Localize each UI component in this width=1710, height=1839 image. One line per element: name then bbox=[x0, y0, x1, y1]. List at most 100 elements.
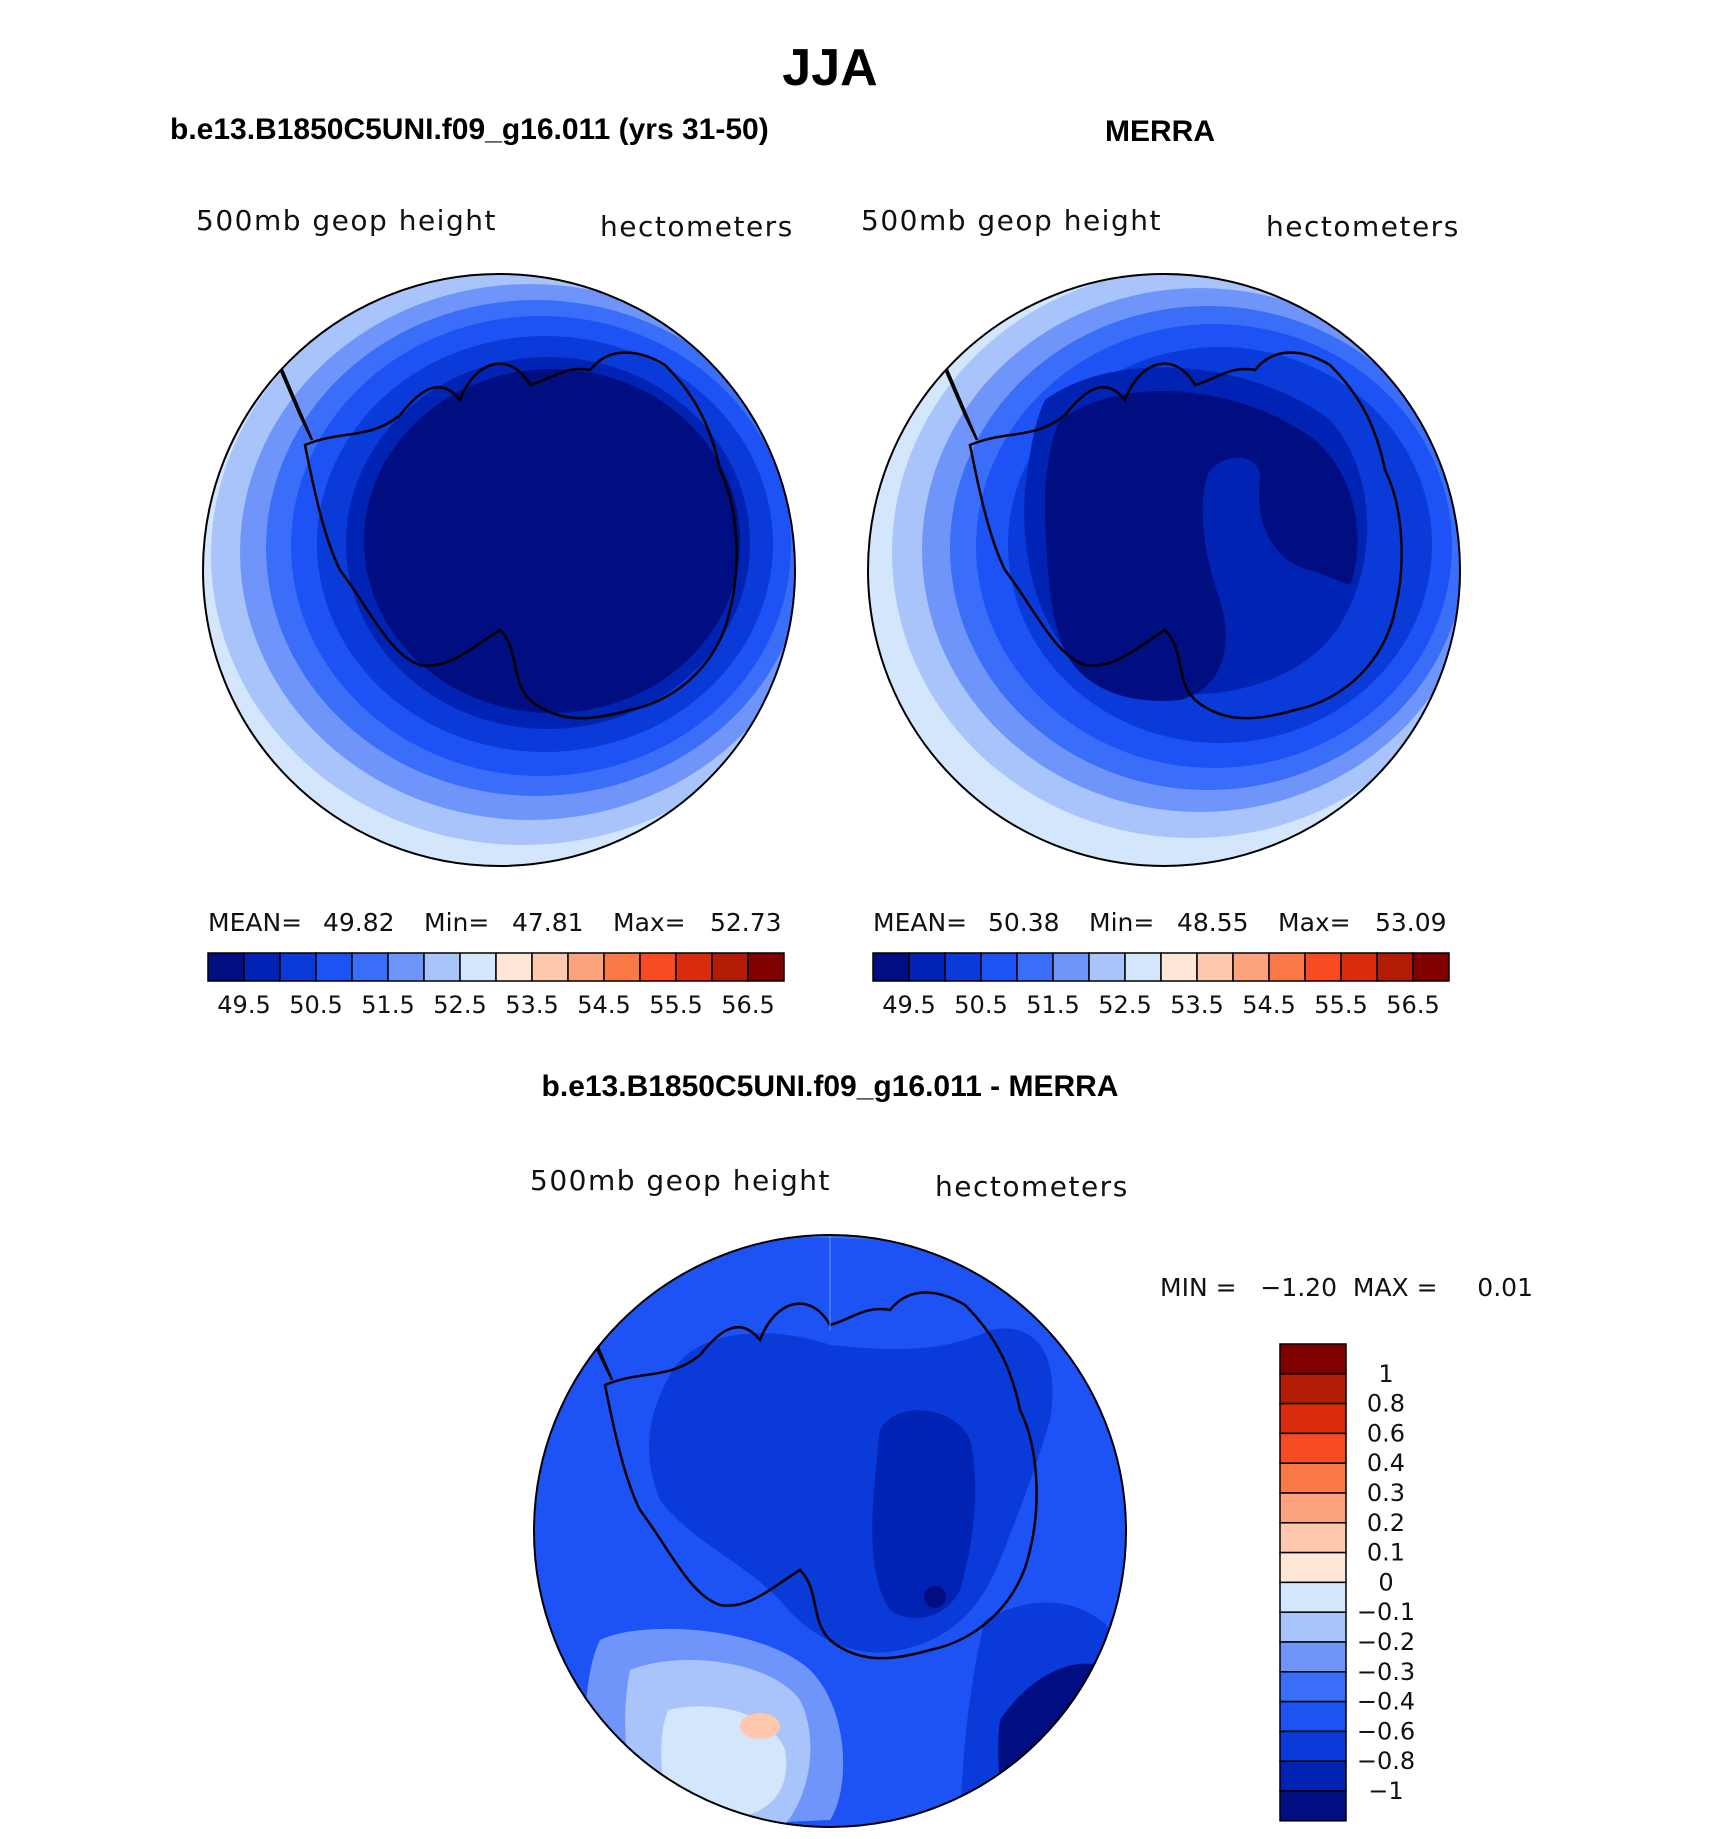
colorbar-swatch bbox=[1279, 1373, 1347, 1405]
model-max-label: Max= bbox=[613, 908, 686, 937]
colorbar-tick-label: 0.4 bbox=[1367, 1449, 1405, 1477]
obs-colorbar-ticks: 49.5 50.5 51.5 52.5 53.5 54.5 55.5 56.5 bbox=[882, 991, 1439, 1019]
diff-minmax: MIN = −1.20 MAX = 0.01 bbox=[1160, 1273, 1533, 1302]
colorbar-swatch bbox=[908, 952, 946, 982]
model-min-value: 47.81 bbox=[512, 908, 584, 937]
colorbar-swatch bbox=[944, 952, 982, 982]
model-map-border bbox=[202, 273, 796, 867]
colorbar-swatch bbox=[1376, 952, 1414, 982]
model-colorbar bbox=[207, 952, 785, 982]
colorbar-swatch bbox=[1016, 952, 1054, 982]
obs-colorbar bbox=[872, 952, 1450, 982]
colorbar-tick-label: 50.5 bbox=[289, 991, 342, 1019]
model-mean-value: 49.82 bbox=[323, 908, 395, 937]
colorbar-swatch bbox=[279, 952, 317, 982]
colorbar-swatch bbox=[315, 952, 353, 982]
colorbar-tick-label: −0.2 bbox=[1357, 1628, 1415, 1656]
diff-heading: b.e13.B1850C5UNI.f09_g16.011 - MERRA bbox=[542, 1070, 1119, 1103]
colorbar-swatch bbox=[207, 952, 245, 982]
model-max-value: 52.73 bbox=[710, 908, 782, 937]
colorbar-swatch bbox=[1124, 952, 1162, 982]
colorbar-tick-label: 52.5 bbox=[433, 991, 486, 1019]
colorbar-swatch bbox=[1279, 1492, 1347, 1524]
colorbar-swatch bbox=[1160, 952, 1198, 982]
obs-mean-label: MEAN= bbox=[873, 908, 967, 937]
colorbar-tick-label: −0.8 bbox=[1357, 1747, 1415, 1775]
colorbar-swatch bbox=[351, 952, 389, 982]
model-min-label: Min= bbox=[424, 908, 489, 937]
obs-units: hectometers bbox=[1266, 210, 1460, 243]
colorbar-swatch bbox=[1279, 1402, 1347, 1435]
diff-colorbar bbox=[1279, 1343, 1347, 1822]
obs-max-value: 53.09 bbox=[1375, 908, 1447, 937]
colorbar-swatch bbox=[459, 952, 497, 982]
colorbar-swatch bbox=[1279, 1730, 1347, 1762]
colorbar-tick-label: 52.5 bbox=[1098, 991, 1151, 1019]
model-mean-label: MEAN= bbox=[208, 908, 302, 937]
colorbar-swatch bbox=[1279, 1522, 1347, 1554]
figure-title: JJA bbox=[782, 39, 877, 97]
obs-mean-value: 50.38 bbox=[988, 908, 1060, 937]
colorbar-tick-label: 49.5 bbox=[882, 991, 935, 1019]
colorbar-tick-label: −0.1 bbox=[1357, 1598, 1415, 1626]
model-units: hectometers bbox=[600, 210, 794, 243]
colorbar-tick-label: −0.3 bbox=[1357, 1658, 1415, 1686]
model-heading: b.e13.B1850C5UNI.f09_g16.011 (yrs 31-50) bbox=[170, 113, 769, 146]
colorbar-tick-label: 1 bbox=[1378, 1360, 1393, 1388]
colorbar-tick-label: 50.5 bbox=[954, 991, 1007, 1019]
colorbar-tick-label: 0.3 bbox=[1367, 1479, 1405, 1507]
diff-var-label: 500mb geop height bbox=[530, 1164, 831, 1197]
colorbar-tick-label: 49.5 bbox=[217, 991, 270, 1019]
colorbar-swatch bbox=[1279, 1671, 1347, 1703]
colorbar-tick-label: 54.5 bbox=[577, 991, 630, 1019]
obs-map-border bbox=[867, 273, 1461, 867]
colorbar-tick-label: 53.5 bbox=[505, 991, 558, 1019]
colorbar-swatch bbox=[1279, 1432, 1347, 1464]
colorbar-swatch bbox=[1279, 1760, 1347, 1792]
colorbar-swatch bbox=[1304, 952, 1342, 982]
diff-units: hectometers bbox=[935, 1170, 1129, 1203]
colorbar-swatch bbox=[711, 952, 749, 982]
colorbar-swatch bbox=[1232, 952, 1270, 982]
colorbar-swatch bbox=[567, 952, 605, 982]
colorbar-tick-label: −0.4 bbox=[1357, 1688, 1415, 1716]
colorbar-swatch bbox=[495, 952, 533, 982]
colorbar-tick-label: 54.5 bbox=[1242, 991, 1295, 1019]
colorbar-swatch bbox=[243, 952, 281, 982]
colorbar-swatch bbox=[1088, 952, 1126, 982]
model-polar-map bbox=[203, 274, 795, 866]
colorbar-swatch bbox=[1279, 1790, 1347, 1822]
colorbar-swatch bbox=[531, 952, 569, 982]
colorbar-swatch bbox=[872, 952, 910, 982]
diff-polar-map bbox=[534, 1235, 1126, 1827]
colorbar-swatch bbox=[1279, 1551, 1347, 1584]
colorbar-tick-label: 51.5 bbox=[1026, 991, 1079, 1019]
diff-colorbar-ticks: 10.80.60.40.30.20.10−0.1−0.2−0.3−0.4−0.6… bbox=[1357, 1360, 1415, 1805]
colorbar-tick-label: 0.1 bbox=[1367, 1539, 1405, 1567]
colorbar-swatch bbox=[1340, 952, 1378, 982]
colorbar-swatch bbox=[980, 952, 1018, 982]
colorbar-swatch bbox=[1412, 952, 1450, 982]
model-var-label: 500mb geop height bbox=[196, 204, 497, 237]
obs-min-value: 48.55 bbox=[1177, 908, 1249, 937]
colorbar-swatch bbox=[639, 952, 677, 982]
obs-min-label: Min= bbox=[1089, 908, 1154, 937]
colorbar-tick-label: 55.5 bbox=[1314, 991, 1367, 1019]
colorbar-tick-label: −0.6 bbox=[1357, 1717, 1415, 1745]
colorbar-tick-label: 51.5 bbox=[361, 991, 414, 1019]
colorbar-tick-label: 56.5 bbox=[721, 991, 774, 1019]
colorbar-swatch bbox=[1268, 952, 1306, 982]
diff-map-border bbox=[533, 1234, 1127, 1828]
colorbar-tick-label: 0.8 bbox=[1367, 1390, 1405, 1418]
obs-var-label: 500mb geop height bbox=[861, 204, 1162, 237]
colorbar-swatch bbox=[1279, 1700, 1347, 1733]
colorbar-swatch bbox=[675, 952, 713, 982]
colorbar-swatch bbox=[603, 952, 641, 982]
colorbar-swatch bbox=[1052, 952, 1090, 982]
colorbar-swatch bbox=[1279, 1611, 1347, 1643]
colorbar-swatch bbox=[1279, 1462, 1347, 1494]
colorbar-swatch bbox=[1279, 1343, 1347, 1375]
colorbar-tick-label: 0 bbox=[1378, 1568, 1393, 1596]
colorbar-tick-label: 53.5 bbox=[1170, 991, 1223, 1019]
